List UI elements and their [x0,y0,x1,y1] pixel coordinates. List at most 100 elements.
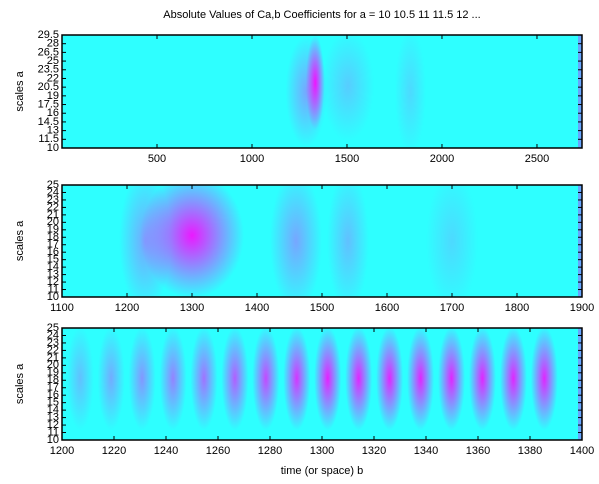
x-tick-label: 2000 [430,153,454,165]
y-tick-label: 22 [47,201,59,213]
y-tick-label: 17 [47,382,59,394]
hotspot [97,328,125,431]
y-tick-label: 16 [47,107,59,119]
y-tick-label: 25 [47,322,59,334]
y-tick-label: 18 [47,374,59,386]
y-tick-label: 26.5 [38,46,59,58]
y-tick-label: 12 [47,419,59,431]
y-tick-label: 25 [47,179,59,191]
x-tick-label: 1280 [258,445,282,457]
y-tick-label: 12 [47,276,59,288]
y-tick-label: 10 [47,142,59,154]
x-tick-label: 1360 [466,445,490,457]
panel: 500 1000 1500 2000 25001011.51314.51617.5192… [14,9,583,165]
x-tick-label: 1200 [50,445,74,457]
y-tick-label: 24 [47,186,59,198]
x-tick-label: 1400 [245,302,269,314]
x-tick-label: 1380 [518,445,542,457]
hotspot [345,328,373,431]
x-tick-label: 1700 [440,302,464,314]
chart-title: Absolute Values of Ca,b Coefficients for… [163,9,480,21]
hotspot [530,328,558,431]
y-tick-label: 11.5 [38,133,59,145]
x-axis-label: time (or space) b [281,465,364,477]
y-tick-label: 17 [47,239,59,251]
edge-strip [578,328,582,440]
x-tick-label: 2500 [525,153,549,165]
panel: 1200 1220 1240 1260 1280 1300 1320 1340 1360 1380… [14,322,594,477]
y-tick-label: 21 [47,209,59,221]
y-tick-label: 23 [47,337,59,349]
hotspot [322,35,374,142]
x-tick-label: 500 [148,153,166,165]
y-axis-label: scales a [14,363,26,404]
hotspot [426,185,478,297]
x-tick-label: 1100 [50,302,74,314]
x-tick-label: 1240 [154,445,178,457]
y-axis-label: scales a [14,220,26,261]
x-tick-label: 1800 [505,302,529,314]
hotspot [128,328,156,431]
x-tick-label: 1300 [180,302,204,314]
x-tick-label: 1400 [570,445,594,457]
y-tick-label: 19 [47,367,59,379]
x-tick-label: 1260 [206,445,230,457]
y-tick-label: 19 [47,224,59,236]
y-tick-label: 16 [47,389,59,401]
hotspot [283,328,311,431]
hotspot [159,328,187,431]
x-tick-label: 1500 [335,153,359,165]
y-tick-label: 10 [47,291,59,303]
y-tick-label: 25 [47,55,59,67]
x-tick-label: 1220 [102,445,126,457]
y-tick-label: 18 [47,231,59,243]
y-tick-label: 23 [47,194,59,206]
y-tick-label: 15 [47,254,59,266]
y-tick-label: 22 [47,344,59,356]
y-tick-label: 20.5 [38,81,59,93]
x-tick-label: 1900 [570,302,594,314]
y-tick-label: 13 [47,412,59,424]
y-tick-label: 21 [47,352,59,364]
edge-strip [578,185,582,297]
axes-frame [61,34,583,149]
y-tick-label: 15 [47,397,59,409]
y-tick-label: 17.5 [38,98,59,110]
y-tick-label: 22 [47,72,59,84]
x-tick-label: 1500 [310,302,334,314]
hotspot [376,328,404,431]
heatmap-texture [119,185,582,297]
panel: 1100 1200 1300 1400 1500 1600 1700 1800 1900 1011… [14,179,594,314]
y-tick-label: 20 [47,359,59,371]
hotspot [66,328,94,431]
hotspot [499,328,527,431]
y-tick-label: 14 [47,261,59,273]
y-tick-label: 13 [47,269,59,281]
x-tick-label: 1000 [240,153,264,165]
x-tick-label: 1320 [362,445,386,457]
y-axis-label: scales a [14,70,26,111]
hotspot [221,328,249,431]
hotspot [252,328,280,431]
hotspot [437,328,465,431]
y-tick-label: 20 [47,216,59,228]
x-tick-label: 1340 [414,445,438,457]
heatmap-texture [66,328,582,440]
x-tick-label: 1200 [115,302,139,314]
y-tick-label: 14.5 [38,116,59,128]
y-tick-label: 10 [47,434,59,446]
y-tick-label: 16 [47,246,59,258]
hotspot [190,328,218,431]
y-tick-label: 29.5 [38,29,59,41]
y-tick-label: 28 [47,38,59,50]
hotspot [285,36,328,147]
hotspot [119,185,172,297]
x-tick-label: 1600 [375,302,399,314]
hotspot [327,185,369,297]
heatmap-texture [285,35,582,148]
y-tick-label: 23.5 [38,64,59,76]
hotspot [394,35,426,148]
hotspot [314,328,342,431]
hotspot [468,328,496,431]
